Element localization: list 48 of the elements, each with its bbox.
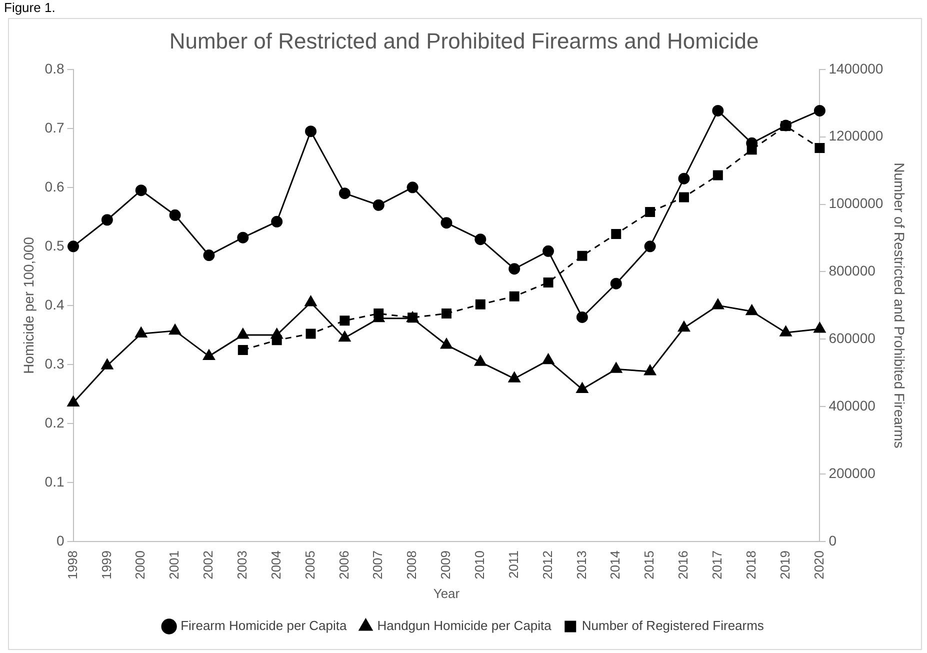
y2-axis-title: Number of Restricted and Prohibited Firearms	[892, 162, 908, 448]
x-tick-label: 2018	[743, 550, 758, 580]
y2-tick-label: 1200000	[828, 128, 884, 144]
x-tick-label: 2002	[200, 550, 216, 580]
x-tick-label: 2006	[336, 550, 352, 580]
y2-tick-label: 600000	[828, 330, 876, 346]
x-tick-label: 2019	[777, 550, 792, 580]
legend-label: Handgun Homicide per Capita	[377, 618, 552, 634]
y2-tick-label: 0	[828, 532, 837, 548]
x-tick-label: 2013	[574, 550, 589, 580]
y-axis-title: Homicide per 100,000	[20, 236, 36, 374]
y2-tick-label: 200000	[828, 464, 876, 481]
x-tick-label: 2015	[642, 550, 657, 580]
y-tick-label: 0	[56, 532, 64, 548]
x-tick-label: 2008	[404, 550, 420, 580]
x-tick-label: 2014	[608, 550, 623, 580]
x-tick-label: 2011	[506, 550, 521, 578]
y-tick-label: 0.6	[44, 178, 64, 194]
y2-tick-label: 800000	[828, 262, 876, 279]
x-tick-label: 2004	[268, 550, 284, 580]
x-tick-label: 2012	[540, 550, 555, 580]
y-tick-label: 0.1	[44, 473, 64, 490]
chart-title: Number of Restricted and Prohibited Firearms and Homicide	[169, 28, 759, 54]
legend-label: Number of Registered Firearms	[582, 618, 764, 634]
x-axis-title: Year	[433, 586, 460, 601]
x-tick-label: 2005	[302, 550, 318, 580]
y2-tick-label: 400000	[828, 397, 876, 414]
y-tick-label: 0.2	[44, 414, 64, 430]
y2-tick-label: 1000000	[828, 195, 884, 212]
y-tick-label: 0.7	[44, 119, 64, 136]
y-tick-label: 0.3	[44, 355, 64, 372]
x-tick-label: 2000	[132, 550, 148, 580]
x-tick-label: 2017	[709, 550, 724, 580]
y-tick-label: 0.8	[44, 60, 64, 76]
x-tick-label: 2003	[234, 550, 250, 580]
caption: Figure 1.	[4, 0, 56, 15]
x-tick-label: 1998	[64, 550, 80, 580]
x-tick-label: 2010	[472, 550, 487, 580]
x-tick-label: 2001	[166, 550, 182, 580]
y-tick-label: 0.5	[44, 237, 64, 254]
x-tick-label: 2007	[370, 550, 386, 580]
x-tick-label: 2016	[676, 550, 691, 580]
legend-label: Firearm Homicide per Capita	[180, 618, 348, 634]
y-tick-label: 0.4	[44, 296, 64, 312]
x-tick-label: 2009	[438, 550, 454, 580]
y2-tick-label: 1400000	[828, 60, 884, 76]
x-tick-label: 1999	[98, 550, 114, 580]
x-tick-label: 2020	[811, 550, 826, 580]
